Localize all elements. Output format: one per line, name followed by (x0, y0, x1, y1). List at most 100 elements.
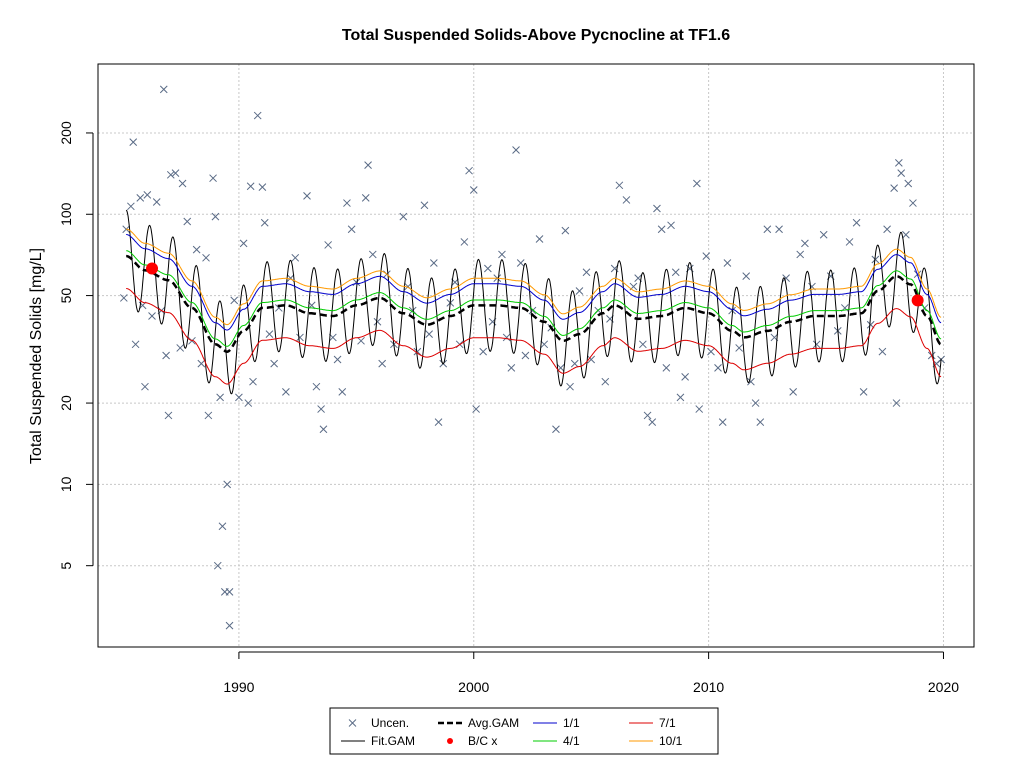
observation-x-stroke (521, 351, 530, 360)
observation-point (728, 306, 736, 315)
observation-x-stroke (535, 235, 544, 243)
observation-point (434, 418, 443, 426)
observation-point (225, 588, 234, 596)
observation-point (789, 388, 798, 396)
observation-x-stroke (897, 169, 906, 177)
observation-x-stroke (582, 268, 591, 277)
observation-point (413, 347, 422, 356)
observation-x-stroke (225, 588, 234, 596)
observation-point (119, 294, 128, 302)
observation-point (622, 196, 631, 204)
y-axis-label: Total Suspended Solids [mg/L] (28, 248, 45, 464)
observation-point (909, 199, 917, 207)
observation-point (535, 235, 544, 243)
observation-x-stroke (622, 196, 631, 204)
observation-x-stroke (291, 253, 300, 262)
legend-label: Fit.GAM (371, 734, 415, 748)
legend-label: 1/1 (563, 716, 580, 730)
observation-point (324, 241, 333, 249)
observation-point (333, 355, 342, 364)
observation-x-stroke (296, 333, 304, 342)
observation-x-stroke (209, 174, 217, 183)
observation-point (164, 411, 173, 420)
observation-x-stroke (512, 146, 520, 154)
observation-x-stroke (223, 480, 232, 489)
observation-x-stroke (702, 252, 711, 260)
observation-point (894, 158, 903, 167)
observation-point (502, 333, 511, 342)
observation-x-stroke (122, 225, 131, 234)
observation-point (178, 179, 187, 188)
observation-x-stroke (131, 340, 140, 349)
observation-point (566, 382, 574, 391)
observation-point (707, 347, 715, 356)
observation-x-stroke (904, 179, 913, 188)
observation-x-stroke (540, 340, 549, 349)
avg-gam-line (126, 254, 942, 353)
observation-x-stroke (225, 621, 234, 630)
observation-point (122, 225, 131, 234)
observation-point (714, 364, 722, 372)
observation-point (239, 239, 248, 248)
observation-x-stroke (693, 179, 701, 188)
observation-x-stroke (143, 190, 152, 199)
observation-point (756, 418, 765, 426)
observation-point (782, 274, 790, 283)
observation-point (127, 202, 135, 211)
legend: Uncen. Fit.GAM Avg.GAM B/C x 1/1 4/1 7/1 10/1 (329, 707, 719, 755)
observation-x-stroke (575, 287, 584, 295)
observation-point (747, 377, 755, 386)
y-tick-label: 20 (58, 395, 74, 411)
observation-point (192, 245, 201, 254)
x-tick-label: 2010 (693, 679, 724, 695)
observation-x-stroke (892, 399, 901, 407)
observation-point (420, 201, 429, 210)
observation-x-stroke (159, 85, 168, 94)
observation-point (361, 194, 370, 202)
legend-entry: 1/1 (533, 716, 580, 730)
observation-point (902, 230, 910, 239)
observation-point (317, 405, 325, 413)
observation-x-stroke (859, 388, 868, 396)
observation-point (892, 399, 901, 407)
observation-point (291, 253, 300, 262)
observation-x-stroke (192, 245, 201, 254)
observation-point (131, 340, 140, 349)
legend-items: Uncen. Fit.GAM Avg.GAM B/C x 1/1 4/1 7/1 10/1 (341, 716, 683, 748)
observation-x-stroke (472, 405, 480, 413)
observation-x-stroke (347, 225, 356, 234)
observation-point (763, 225, 772, 234)
observation-x-stroke (723, 259, 732, 267)
observation-x-stroke (782, 274, 790, 283)
observation-x-stroke (878, 347, 887, 356)
observation-x-stroke (249, 377, 257, 386)
observation-x-stroke (166, 170, 175, 179)
observation-point (676, 393, 685, 402)
observation-point (469, 186, 478, 194)
observation-point (484, 264, 492, 273)
observation-x-stroke (587, 355, 596, 364)
observation-point (582, 268, 591, 277)
observation-x-stroke (253, 111, 262, 120)
observation-x-stroke (469, 186, 478, 194)
observation-point (171, 169, 180, 177)
observation-x-stroke (324, 241, 333, 249)
observation-x-stroke (413, 347, 422, 356)
chart-title: Total Suspended Solids-Above Pycnocline … (342, 27, 730, 44)
observation-x-stroke (653, 204, 661, 213)
observation-x-stroke (735, 344, 744, 352)
observation-x-stroke (909, 199, 917, 207)
observation-x-stroke (319, 425, 328, 434)
observation-point (204, 411, 213, 420)
observation-point (465, 166, 473, 175)
observation-x-stroke (239, 239, 248, 248)
observation-x-stroke (890, 184, 899, 192)
observation-x-stroke (676, 393, 685, 402)
observation-x-stroke (235, 393, 243, 402)
observation-point (364, 161, 372, 169)
observation-point (751, 399, 760, 407)
observation-x-stroke (429, 259, 438, 267)
observation-point (429, 259, 438, 267)
observation-x-stroke (671, 268, 680, 277)
x-tick-label: 2020 (928, 679, 959, 695)
